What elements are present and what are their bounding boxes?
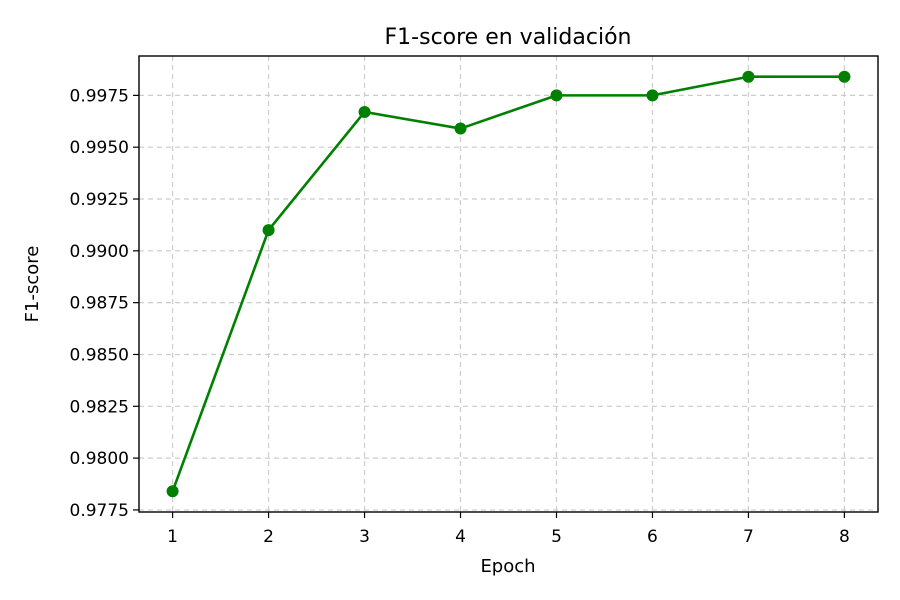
plot-frame bbox=[138, 55, 879, 513]
data-point bbox=[742, 70, 755, 83]
data-point bbox=[838, 70, 851, 83]
y-tick-label: 0.9950 bbox=[70, 138, 129, 158]
y-tick-label: 0.9800 bbox=[70, 449, 129, 469]
data-point bbox=[262, 224, 275, 237]
chart-title: F1-score en validación bbox=[385, 25, 632, 50]
x-tick-label: 4 bbox=[455, 527, 466, 547]
x-tick-label: 6 bbox=[647, 527, 658, 547]
y-tick-label: 0.9825 bbox=[70, 397, 129, 417]
y-tick-label: 0.9850 bbox=[70, 345, 129, 365]
y-axis-label: F1-score bbox=[22, 246, 43, 323]
y-tick-label: 0.9925 bbox=[70, 190, 129, 210]
y-tick-label: 0.9875 bbox=[70, 294, 129, 314]
y-tick-label: 0.9900 bbox=[70, 242, 129, 262]
grid-layer bbox=[139, 56, 878, 512]
series-line bbox=[171, 75, 845, 492]
x-tick-label: 3 bbox=[359, 527, 370, 547]
data-point bbox=[358, 105, 371, 118]
plot-layer bbox=[166, 70, 851, 498]
x-tick-label: 8 bbox=[839, 527, 850, 547]
x-tick-label: 1 bbox=[167, 527, 178, 547]
data-point bbox=[454, 122, 467, 135]
x-tick-label: 7 bbox=[743, 527, 754, 547]
data-point bbox=[550, 89, 563, 102]
data-point bbox=[166, 485, 179, 498]
y-tick-label: 0.9775 bbox=[70, 501, 129, 521]
data-point bbox=[646, 89, 659, 102]
y-tick-label: 0.9975 bbox=[70, 86, 129, 106]
ticks-layer: 1 2 3 4 5 6 7 8 0.9775 0.9800 0.9825 0.9850 0.9875 0.… bbox=[70, 86, 850, 547]
x-axis-label: Epoch bbox=[480, 556, 535, 577]
x-tick-label: 5 bbox=[551, 527, 562, 547]
x-tick-label: 2 bbox=[263, 527, 274, 547]
